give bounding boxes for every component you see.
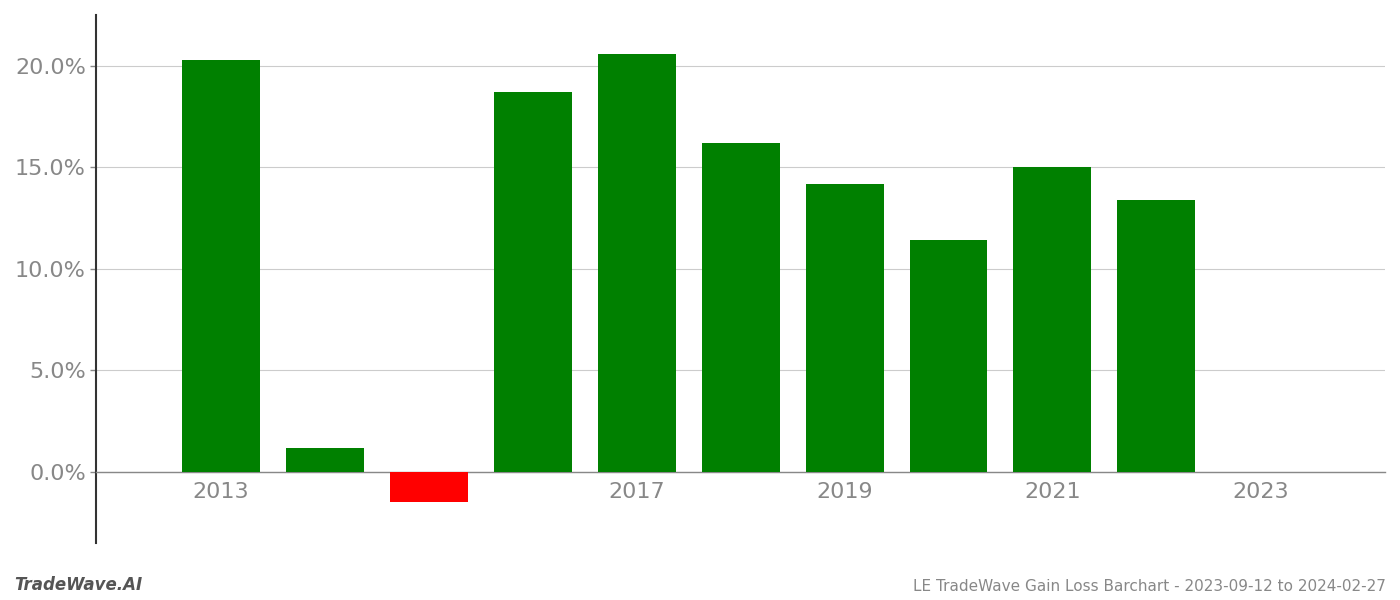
Bar: [389, 472, 468, 502]
Bar: [182, 59, 260, 472]
Bar: [494, 92, 571, 472]
Bar: [598, 53, 676, 472]
Text: TradeWave.AI: TradeWave.AI: [14, 576, 143, 594]
Text: LE TradeWave Gain Loss Barchart - 2023-09-12 to 2024-02-27: LE TradeWave Gain Loss Barchart - 2023-0…: [913, 579, 1386, 594]
Bar: [1117, 200, 1196, 472]
Bar: [805, 184, 883, 472]
Bar: [1014, 167, 1092, 472]
Bar: [701, 143, 780, 472]
Bar: [910, 241, 987, 472]
Bar: [286, 448, 364, 472]
